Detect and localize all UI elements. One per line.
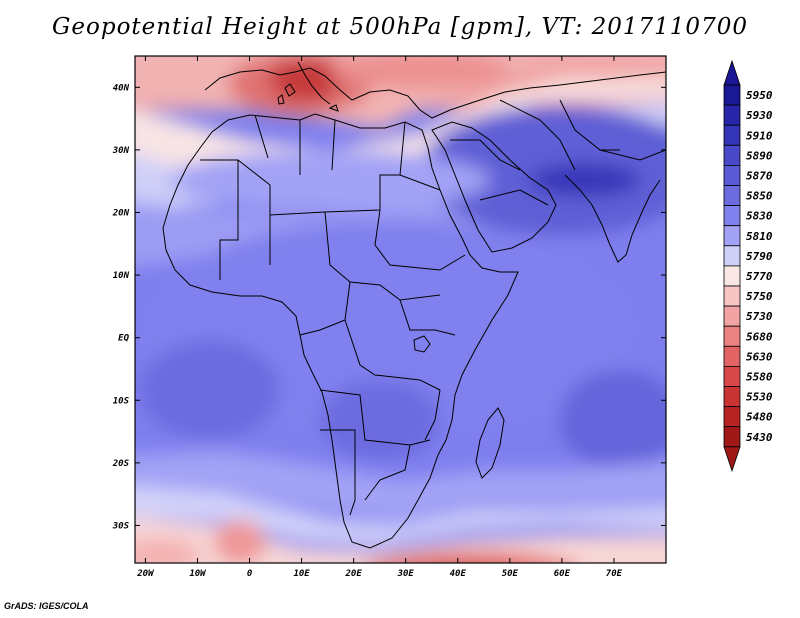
colorbar-swatch xyxy=(723,225,741,247)
field-indian-high xyxy=(560,370,666,470)
lon-label: 70E xyxy=(606,569,623,579)
colorbar-label: 5530 xyxy=(746,391,773,404)
lon-label: 10E xyxy=(293,569,310,579)
lon-label: 30E xyxy=(397,569,415,579)
africa-borders xyxy=(200,114,466,516)
colorbar-swatch xyxy=(723,104,741,126)
colorbar-label: 5580 xyxy=(746,370,773,383)
colorbar-label: 5950 xyxy=(746,89,773,102)
lon-label: 0 xyxy=(247,569,253,579)
field-trough-east xyxy=(330,56,510,88)
colorbar-label: 5830 xyxy=(746,210,773,223)
lon-label: 20W xyxy=(136,569,155,579)
credit-text: GrADS: IGES/COLA xyxy=(4,601,89,611)
italy-coastline xyxy=(297,61,331,105)
colorbar-swatch xyxy=(723,124,741,146)
colorbar-label: 5430 xyxy=(746,431,773,444)
field-high-core xyxy=(530,164,640,196)
field-low-southwest xyxy=(214,520,266,563)
field-southwest-corner xyxy=(135,539,200,563)
lat-label: 40N xyxy=(113,83,130,93)
colorbar-swatch xyxy=(723,84,741,106)
chart-title: Geopotential Height at 500hPa [gpm], VT:… xyxy=(52,14,748,40)
map-frame xyxy=(134,55,667,564)
colorbar-label: 5810 xyxy=(746,230,773,243)
colorbar-swatch xyxy=(723,365,741,387)
mediterranean-islands xyxy=(277,83,339,112)
colorbar-label: 5870 xyxy=(746,169,773,182)
colorbar-swatch xyxy=(723,305,741,327)
boundaries xyxy=(162,61,666,549)
lat-label: 30S xyxy=(112,521,130,531)
field-south-africa-high xyxy=(320,380,440,460)
colorbar-label: 5750 xyxy=(746,290,773,303)
colorbar-swatch xyxy=(723,185,741,207)
middle-east-borders xyxy=(450,99,666,206)
colorbar-swatch xyxy=(723,205,741,227)
colorbar-swatch xyxy=(723,164,741,186)
lat-label: 30N xyxy=(112,146,130,156)
field-ridge-ne xyxy=(520,56,666,80)
colorbar-swatch xyxy=(723,345,741,367)
colorbar-swatch xyxy=(723,144,741,166)
colorbar-swatch xyxy=(723,386,741,408)
field-atlantic-high xyxy=(140,340,280,440)
longitude-axis: 20W 10W 0 10E 20E 30E 40E 50E 60E 70E xyxy=(136,56,623,579)
lat-label: 20N xyxy=(112,208,130,218)
colorbar-swatch xyxy=(723,325,741,347)
lat-label: EQ xyxy=(118,334,129,344)
field-band-south-5810 xyxy=(135,450,666,520)
lat-label: 10N xyxy=(113,271,130,281)
colorbar: 5950 5930 5910 5890 5870 5850 5830 5810 5790 5770… xyxy=(723,59,773,473)
colorbar-label: 5770 xyxy=(746,270,773,283)
lon-label: 10W xyxy=(189,569,207,579)
colorbar-swatch xyxy=(723,426,741,448)
lon-label: 20E xyxy=(345,569,363,579)
lat-label: 10S xyxy=(113,396,130,406)
colorbar-label: 5680 xyxy=(746,330,773,343)
lat-label: 20S xyxy=(112,459,130,469)
lon-label: 40E xyxy=(450,569,467,579)
colorbar-label: 5910 xyxy=(746,129,773,142)
lon-label: 50E xyxy=(502,569,519,579)
colorbar-arrow-top xyxy=(723,59,741,86)
colorbar-swatch xyxy=(723,245,741,267)
colorbar-swatch xyxy=(723,265,741,287)
colorbar-label: 5930 xyxy=(746,109,773,122)
field-trough-north-center xyxy=(269,58,341,102)
field-trough-south xyxy=(369,550,571,563)
madagascar-coastline xyxy=(475,407,505,479)
india-coastline xyxy=(564,174,661,263)
arabia-coastline xyxy=(431,121,557,253)
colorbar-swatch xyxy=(723,406,741,428)
latitude-axis: 40N 30N 20N 10N EQ 10S 20S 30S xyxy=(112,83,666,531)
colorbar-swatch xyxy=(723,285,741,307)
field-band-south-5790 xyxy=(135,486,666,545)
lon-label: 60E xyxy=(554,569,571,579)
field-sahara xyxy=(170,150,490,210)
colorbar-label: 5480 xyxy=(746,411,773,424)
colorbar-label: 5890 xyxy=(746,149,773,162)
colorbar-label: 5630 xyxy=(746,350,773,363)
colorbar-arrow-bottom xyxy=(723,446,741,473)
colorbar-label: 5790 xyxy=(746,250,773,263)
africa-coastline xyxy=(162,113,519,549)
field-band-south-5770 xyxy=(135,516,666,563)
colorbar-label: 5850 xyxy=(746,190,773,203)
height-field xyxy=(135,56,666,563)
colorbar-label: 5730 xyxy=(746,310,773,323)
lake-victoria xyxy=(413,335,431,353)
europe-coastline xyxy=(204,67,666,119)
